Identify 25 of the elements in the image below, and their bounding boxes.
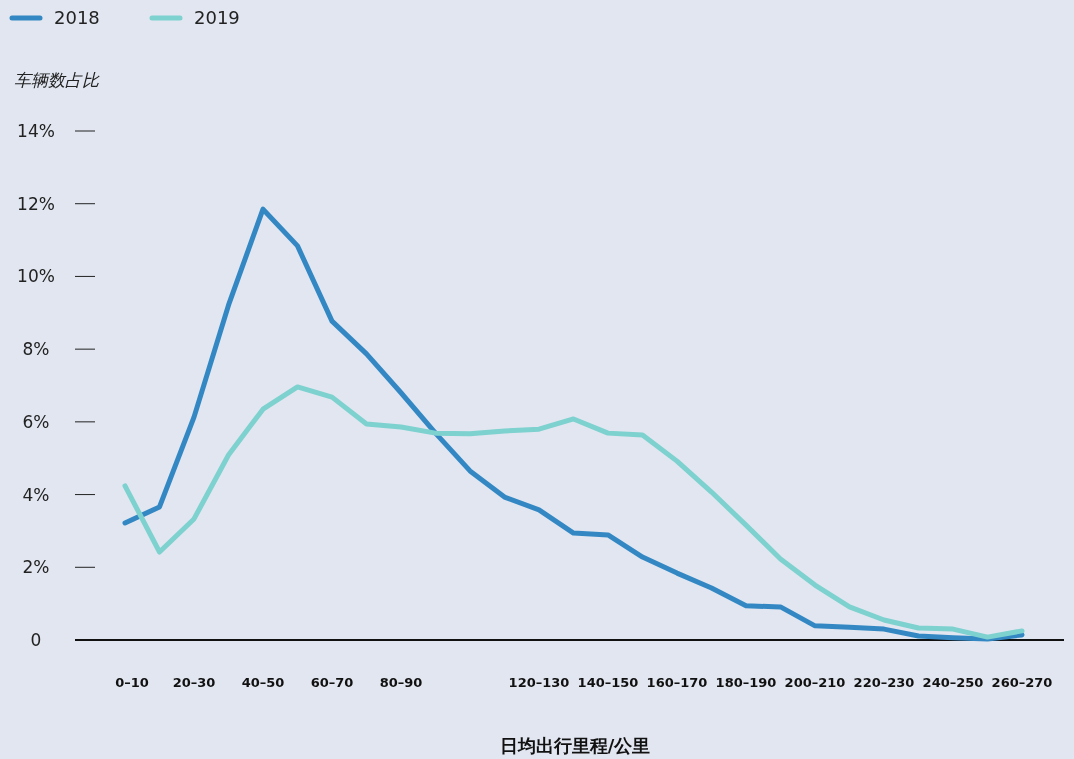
y-tick-label: 6%: [22, 411, 50, 432]
x-tick-label: 0–10: [115, 675, 149, 690]
y-tick-label: 0: [30, 630, 42, 650]
y-tick-label: 12%: [17, 193, 55, 214]
x-tick-label: 40–50: [241, 675, 285, 690]
x-tick-label: 260–270: [991, 675, 1053, 690]
x-tick-label: 220–230: [853, 675, 915, 690]
x-tick-label: 140–150: [577, 675, 639, 690]
y-tick-label: 10%: [17, 266, 55, 287]
x-tick-label: 20–30: [172, 675, 216, 690]
x-tick-label: 240–250: [922, 675, 984, 690]
y-tick-label: 2%: [22, 557, 50, 578]
x-tick-label: 160–170: [646, 675, 708, 690]
y-tick-label: 8%: [22, 339, 50, 360]
y-axis-title: 车辆数占比: [14, 70, 100, 90]
legend-label: 2018: [54, 7, 100, 28]
x-tick-label: 180–190: [715, 675, 777, 690]
x-axis-title: 日均出行里程/公里: [499, 735, 651, 756]
x-tick-label: 60–70: [310, 675, 354, 690]
x-tick-label: 80–90: [379, 675, 423, 690]
x-tick-label: 200–210: [784, 675, 846, 690]
y-tick-label: 4%: [22, 484, 50, 505]
x-tick-label: 120–130: [508, 675, 570, 690]
y-tick-label: 14%: [17, 121, 55, 141]
legend-label: 2019: [194, 7, 240, 28]
